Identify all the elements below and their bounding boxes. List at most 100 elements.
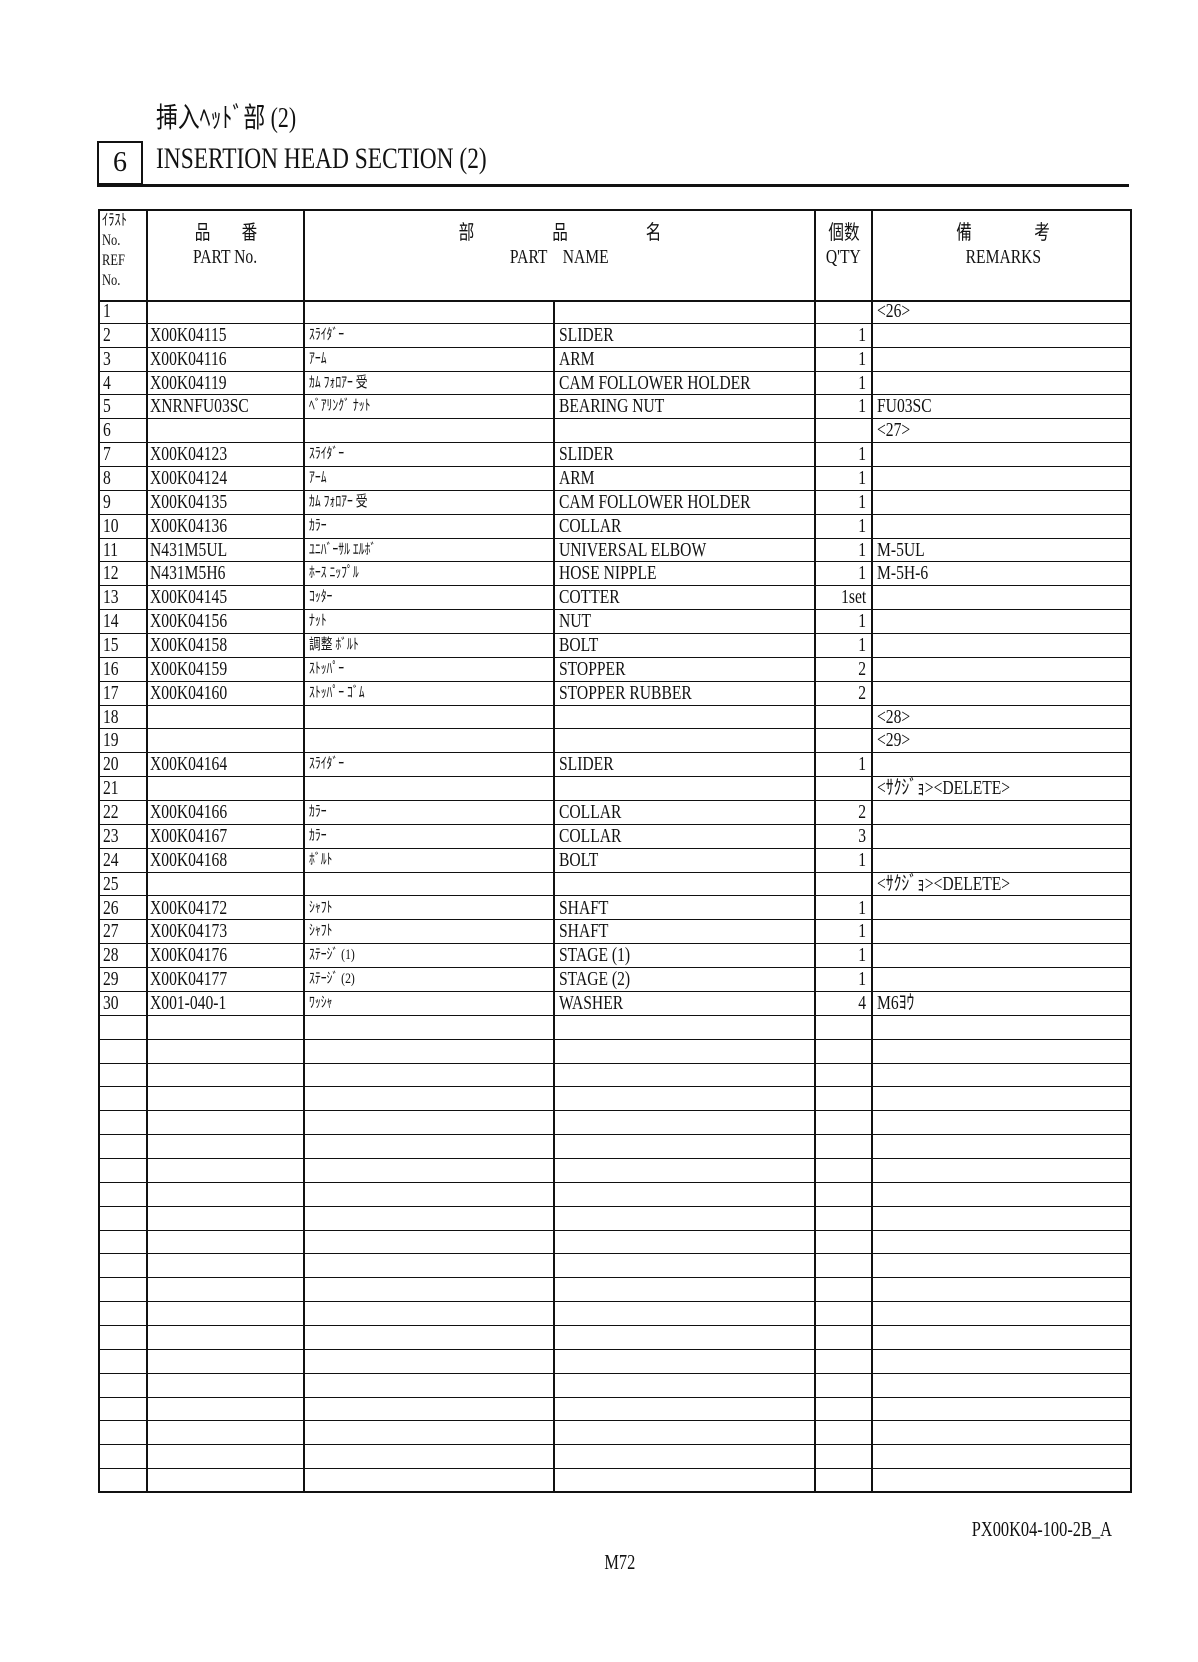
cell-text: UNIVERSAL ELBOW xyxy=(559,538,707,561)
cell-qty xyxy=(816,706,866,729)
table-row: 17 X00K04160 ｽﾄｯﾊﾟｰ ｺﾞﾑ STOPPER RUBBER 2 xyxy=(100,682,1130,706)
cell-qty: 1 xyxy=(816,443,866,466)
empty-table-row xyxy=(100,1159,1130,1183)
table-row: 7 X00K04123 ｽﾗｲﾀﾞｰ SLIDER 1 xyxy=(100,443,1130,468)
cell-text: <ｻｸｼﾞｮ><DELETE> xyxy=(877,777,1011,800)
cell-name-en xyxy=(559,1159,809,1182)
header-ref-no2: No. xyxy=(102,272,121,289)
cell-remarks xyxy=(877,825,1127,848)
cell-part-no xyxy=(150,873,300,896)
cell-name-en xyxy=(559,1016,809,1039)
cell-name-jp: ｶﾗｰ xyxy=(309,801,549,824)
cell-text: X00K04136 xyxy=(150,514,228,537)
cell-name-en xyxy=(559,1207,809,1230)
cell-name-jp: ｽﾗｲﾀﾞｰ xyxy=(309,324,549,347)
cell-name-jp: ﾕﾆﾊﾞｰｻﾙ ｴﾙﾎﾞ xyxy=(309,539,549,562)
cell-qty xyxy=(816,1278,866,1301)
cell-part-no: X00K04135 xyxy=(150,491,300,514)
cell-text: 18 xyxy=(103,705,119,728)
cell-part-no: X00K04167 xyxy=(150,825,300,848)
empty-table-row xyxy=(100,1254,1130,1279)
table-row: 13 X00K04145 ｺｯﾀｰ COTTER 1set xyxy=(100,586,1130,611)
cell-name-en: SLIDER xyxy=(559,753,809,776)
table-row: 25 <ｻｸｼﾞｮ><DELETE> xyxy=(100,873,1130,897)
cell-remarks xyxy=(877,658,1127,681)
cell-text: BEARING NUT xyxy=(559,395,665,418)
cell-part-no: X00K04115 xyxy=(150,324,300,347)
cell-remarks: <ｻｸｼﾞｮ><DELETE> xyxy=(877,873,1127,896)
table-row: 18 <28> xyxy=(100,706,1130,730)
cell-part-no xyxy=(150,419,300,442)
cell-part-no xyxy=(150,1278,300,1301)
table-row: 28 X00K04176 ｽﾃｰｼﾞ (1) STAGE (1) 1 xyxy=(100,944,1130,969)
cell-text: ｽﾃｰｼﾞ (1) xyxy=(309,947,355,964)
cell-text: 1 xyxy=(858,514,866,537)
table-row: 1 <26> xyxy=(100,300,1130,324)
cell-remarks xyxy=(877,467,1127,490)
cell-name-jp xyxy=(309,300,549,323)
cell-text: SLIDER xyxy=(559,323,614,346)
table-row: 26 X00K04172 ｼｬﾌﾄ SHAFT 1 xyxy=(100,897,1130,921)
cell-name-jp: ｽﾗｲﾀﾞｰ xyxy=(309,753,549,776)
cell-name-jp: ｺｯﾀｰ xyxy=(309,586,549,609)
empty-table-row xyxy=(100,1111,1130,1136)
cell-remarks xyxy=(877,1040,1127,1063)
cell-name-jp xyxy=(309,1135,549,1158)
cell-text: M-5H-6 xyxy=(877,562,929,585)
cell-text: ARM xyxy=(559,467,595,490)
cell-ref xyxy=(103,1374,145,1397)
cell-qty: 4 xyxy=(816,992,866,1015)
empty-table-row xyxy=(100,1445,1130,1470)
cell-name-jp xyxy=(309,419,549,442)
cell-name-en xyxy=(559,1469,809,1493)
cell-name-en xyxy=(559,729,809,752)
section-title-english: INSERTION HEAD SECTION (2) xyxy=(156,142,580,176)
cell-ref xyxy=(103,1350,145,1373)
cell-name-jp xyxy=(309,1064,549,1087)
cell-part-no: N431M5UL xyxy=(150,539,300,562)
cell-name-en: HOSE NIPPLE xyxy=(559,562,809,585)
cell-ref: 11 xyxy=(103,539,145,562)
cell-name-en xyxy=(559,1040,809,1063)
cell-name-jp xyxy=(309,1445,549,1468)
cell-name-en xyxy=(559,1254,809,1277)
cell-text: NUT xyxy=(559,610,592,633)
cell-text: 1 xyxy=(858,443,866,466)
column-divider xyxy=(553,302,555,1491)
cell-text: ｼｬﾌﾄ xyxy=(309,899,333,916)
cell-text: X001-040-1 xyxy=(150,991,227,1014)
cell-name-jp xyxy=(309,706,549,729)
cell-name-jp: ﾎｰｽ ﾆｯﾌﾟﾙ xyxy=(309,562,549,585)
cell-remarks xyxy=(877,610,1127,633)
cell-remarks xyxy=(877,1302,1127,1325)
page-number: M72 xyxy=(600,1550,640,1575)
cell-text: 1 xyxy=(858,848,866,871)
cell-part-no: XNRNFU03SC xyxy=(150,395,300,418)
cell-text: 1 xyxy=(858,371,866,394)
cell-part-no xyxy=(150,1183,300,1206)
cell-name-jp: ｶﾑ ﾌｫﾛｱｰ 受 xyxy=(309,491,549,514)
cell-name-jp: ﾜｯｼｬ xyxy=(309,992,549,1015)
cell-part-no xyxy=(150,1469,300,1493)
header-remarks-en: REMARKS xyxy=(965,246,1041,268)
cell-text: 1 xyxy=(103,300,111,322)
cell-ref: 10 xyxy=(103,515,145,538)
cell-text: ｶﾗｰ xyxy=(309,827,327,844)
cell-text: ﾜｯｼｬ xyxy=(309,994,333,1011)
cell-text: ｶﾑ ﾌｫﾛｱｰ 受 xyxy=(309,374,368,391)
cell-text: 1 xyxy=(858,610,866,633)
cell-text: ﾎｰｽ ﾆｯﾌﾟﾙ xyxy=(309,565,359,582)
cell-ref: 7 xyxy=(103,443,145,466)
cell-name-en xyxy=(559,1183,809,1206)
cell-ref: 2 xyxy=(103,324,145,347)
table-row: 21 <ｻｸｼﾞｮ><DELETE> xyxy=(100,777,1130,802)
cell-qty: 3 xyxy=(816,825,866,848)
cell-text: ｽﾗｲﾀﾞｰ xyxy=(309,326,345,343)
cell-text: 5 xyxy=(103,395,111,418)
cell-text: <26> xyxy=(877,300,911,322)
cell-part-no xyxy=(150,1445,300,1468)
cell-text: 9 xyxy=(103,490,111,513)
cell-text: 1 xyxy=(858,490,866,513)
empty-table-row xyxy=(100,1302,1130,1326)
cell-remarks xyxy=(877,491,1127,514)
